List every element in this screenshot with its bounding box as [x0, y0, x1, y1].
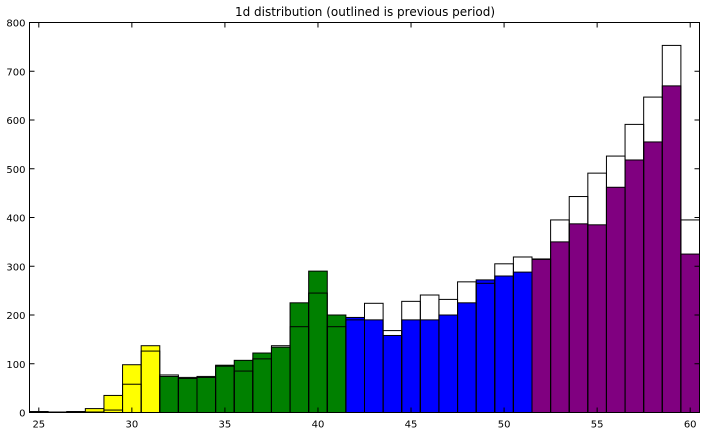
filled-bar	[495, 276, 514, 413]
filled-bar	[290, 303, 309, 413]
filled-bar	[644, 142, 663, 413]
x-tick-label: 40	[312, 420, 325, 431]
y-tick-label: 200	[6, 311, 25, 322]
filled-bar	[160, 376, 179, 412]
x-tick-label: 50	[498, 420, 511, 431]
y-tick-label: 500	[6, 165, 25, 176]
filled-bar	[271, 347, 290, 412]
y-tick-label: 0	[19, 409, 25, 420]
filled-bar	[402, 320, 421, 413]
filled-bar	[662, 86, 681, 413]
filled-bar	[234, 360, 253, 412]
filled-bar	[346, 317, 365, 412]
filled-bar	[216, 365, 235, 412]
filled-bar	[365, 320, 384, 413]
filled-bar	[178, 378, 197, 412]
filled-bar	[625, 160, 644, 413]
x-tick-label: 25	[32, 420, 45, 431]
filled-bar	[458, 303, 477, 413]
filled-bar	[309, 271, 328, 412]
x-tick-label: 55	[591, 420, 604, 431]
y-tick-label: 600	[6, 116, 25, 127]
filled-bar	[588, 225, 607, 413]
filled-bar	[439, 315, 458, 413]
filled-bar	[532, 259, 551, 413]
filled-bar	[327, 315, 346, 413]
filled-bar	[681, 254, 700, 412]
filled-bar	[141, 346, 160, 413]
y-tick-label: 800	[6, 19, 25, 30]
filled-bar	[551, 242, 570, 413]
x-tick-label: 45	[405, 420, 418, 431]
filled-bar	[383, 335, 402, 412]
filled-bar	[420, 320, 439, 413]
x-tick-label: 30	[125, 420, 138, 431]
filled-bar	[123, 365, 142, 413]
y-tick-label: 700	[6, 67, 25, 78]
y-tick-label: 100	[6, 360, 25, 371]
filled-bar	[606, 187, 625, 412]
filled-bar	[253, 353, 272, 412]
y-tick-label: 300	[6, 262, 25, 273]
x-tick-label: 60	[684, 420, 697, 431]
filled-bar	[569, 224, 588, 413]
y-tick-label: 400	[6, 214, 25, 225]
filled-bar	[513, 272, 532, 412]
filled-bar	[476, 280, 495, 413]
filled-bar	[197, 377, 216, 412]
x-tick-label: 35	[219, 420, 232, 431]
chart-title: 1d distribution (outlined is previous pe…	[235, 5, 495, 19]
